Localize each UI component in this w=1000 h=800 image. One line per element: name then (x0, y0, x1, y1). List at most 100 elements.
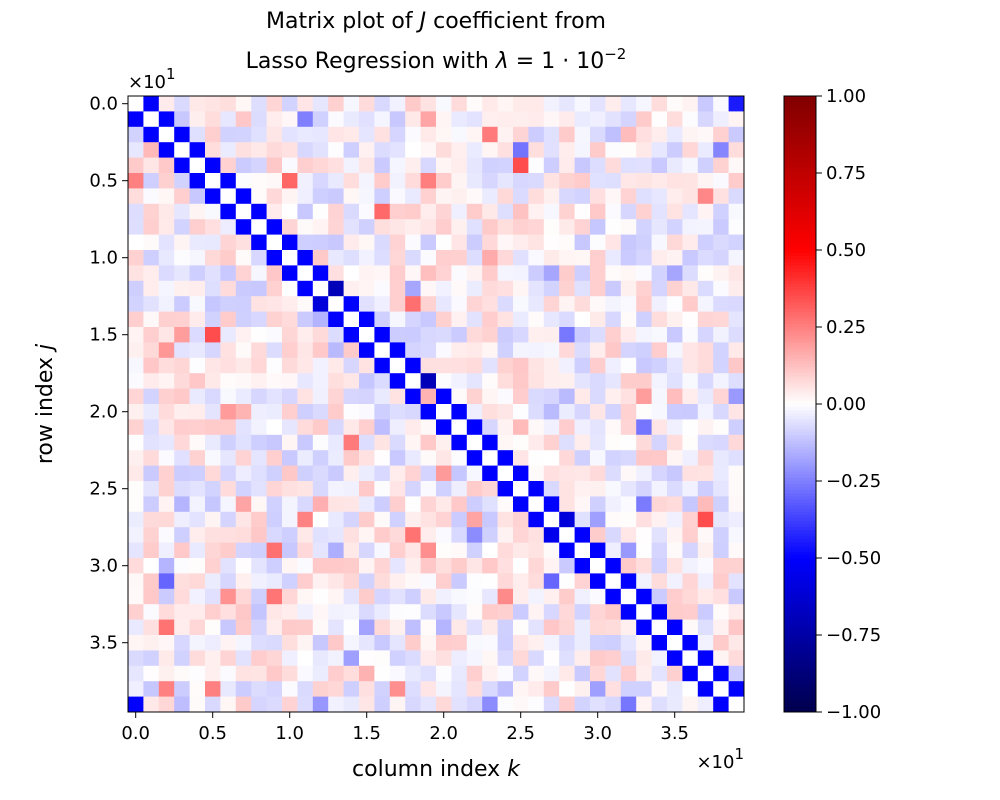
colorbar-segment (784, 250, 816, 254)
heatmap (128, 96, 745, 713)
colorbar-segment (784, 299, 816, 303)
heatmap-cell (205, 496, 221, 513)
heatmap-cell (528, 604, 545, 620)
heatmap-cell (605, 434, 622, 451)
heatmap-cell (282, 511, 298, 528)
heatmap-cell (451, 96, 468, 112)
heatmap-cell (482, 481, 498, 497)
heatmap-cell (636, 404, 652, 420)
colorbar-segment (784, 684, 816, 688)
heatmap-cell (174, 311, 190, 328)
heatmap-cell (620, 142, 637, 158)
colorbar-segment (784, 274, 816, 279)
heatmap-cell (189, 219, 206, 235)
heatmap-cell (174, 665, 190, 682)
heatmap-cell (220, 357, 237, 374)
heatmap-cell (620, 250, 637, 266)
heatmap-cell (620, 465, 637, 482)
heatmap-cell (451, 604, 468, 620)
heatmap-cell (282, 311, 298, 328)
x-tick-label: 0.5 (198, 723, 227, 744)
heatmap-cell (343, 404, 360, 420)
heatmap-cell (282, 496, 298, 513)
heatmap-cell (543, 342, 560, 359)
heatmap-cell (359, 373, 375, 389)
heatmap-cell (513, 419, 529, 436)
heatmap-cell (728, 450, 745, 466)
heatmap-cell (605, 142, 622, 158)
heatmap-cell (328, 265, 344, 282)
heatmap-cell (667, 465, 683, 482)
heatmap-cell (667, 296, 683, 312)
heatmap-cell (405, 542, 421, 559)
heatmap-cell (374, 280, 391, 297)
heatmap-cell (436, 234, 452, 251)
heatmap-cell (328, 188, 344, 205)
heatmap-cell (497, 511, 514, 528)
heatmap-cell (651, 234, 668, 251)
x-offset-text: ×101 (696, 745, 744, 773)
heatmap-cell (389, 296, 406, 312)
heatmap-cell (158, 619, 175, 636)
heatmap-cell (251, 157, 267, 174)
heatmap-cell (436, 542, 452, 559)
heatmap-cell (713, 665, 729, 682)
heatmap-cell (482, 126, 498, 143)
heatmap-cell (605, 296, 622, 312)
heatmap-cell (436, 496, 452, 513)
x-tick-label: 0.0 (121, 723, 150, 744)
heatmap-cell (405, 419, 421, 436)
heatmap-cell (251, 219, 267, 235)
heatmap-cell (328, 681, 344, 697)
heatmap-cell (143, 404, 160, 420)
heatmap-cell (343, 96, 360, 112)
heatmap-cell (497, 404, 514, 420)
heatmap-cell (158, 96, 175, 112)
heatmap-cell (174, 219, 190, 235)
heatmap-cell (451, 511, 468, 528)
heatmap-cell (466, 327, 483, 343)
heatmap-cell (405, 280, 421, 297)
heatmap-cell (697, 588, 714, 605)
heatmap-cell (374, 296, 391, 312)
heatmap-cell (374, 311, 391, 328)
heatmap-cell (590, 496, 606, 513)
colorbar-segment (784, 351, 816, 356)
colorbar-segment (784, 410, 816, 414)
heatmap-cell (266, 296, 283, 312)
colorbar-segment (784, 342, 816, 346)
heatmap-cell (220, 142, 237, 158)
heatmap-cell (482, 558, 498, 574)
heatmap-cell (343, 357, 360, 374)
heatmap-cell (513, 219, 529, 235)
heatmap-cell (266, 527, 283, 543)
heatmap-cell (328, 296, 344, 312)
heatmap-cell (513, 126, 529, 143)
heatmap-cell (189, 296, 206, 312)
colorbar-segment (784, 425, 816, 430)
heatmap-cell (713, 342, 729, 359)
heatmap-cell (128, 373, 144, 389)
heatmap-cell (235, 481, 252, 497)
plot-frame (127, 95, 745, 713)
heatmap-cell (728, 511, 745, 528)
heatmap-cell (374, 388, 391, 405)
heatmap-cell (559, 496, 575, 513)
colorbar-segment (784, 699, 816, 704)
heatmap-cell (174, 465, 190, 482)
heatmap-cell (405, 126, 421, 143)
heatmap-cell (513, 558, 529, 574)
heatmap-cell (251, 635, 267, 651)
heatmap-cell (513, 188, 529, 205)
heatmap-cell (513, 234, 529, 251)
heatmap-cell (297, 650, 314, 667)
heatmap-cell (482, 373, 498, 389)
colorbar-segment (784, 271, 816, 276)
heatmap-cell (559, 388, 575, 405)
colorbar-segment (784, 305, 816, 310)
colorbar-segment (784, 142, 816, 146)
colorbar-segment (784, 394, 816, 399)
heatmap-cell (651, 511, 668, 528)
heatmap-cell (235, 619, 252, 636)
colorbar-segment (784, 228, 816, 233)
